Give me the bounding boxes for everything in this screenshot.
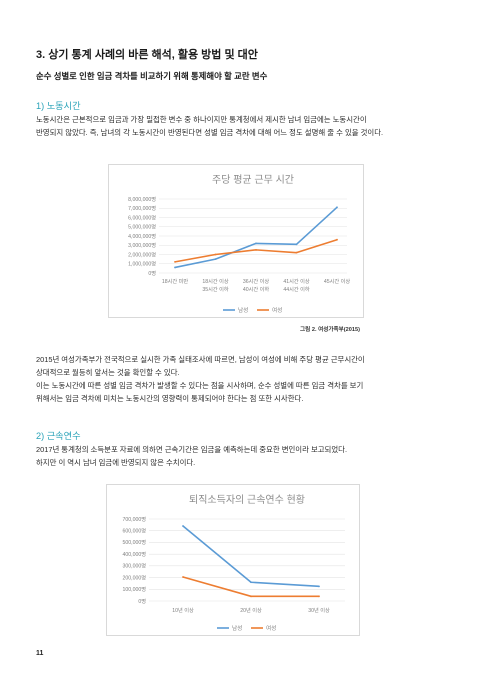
y-tick-label: 300,000명 [122,563,146,570]
y-tick-label: 4,000,000명 [128,233,156,240]
text-line: 2015년 여성가족부가 전국적으로 실시한 가족 실태조사에 따르면, 남성이… [36,355,365,364]
weekly-hours-chart: 주당 평균 근무 시간 0명 1,000,000명 2,000,000명 3,000,0… [108,164,364,318]
data-point [182,576,184,578]
text-line: 이는 노동시간에 따른 성별 임금 격차가 발생할 수 있다는 점을 시사하며,… [36,381,364,390]
section-heading: 3. 상기 통계 사례의 바른 해석, 활용 방법 및 대안 [36,49,258,61]
legend-label: 남성 [238,306,248,314]
x-tick-label: 35시간 이하 [202,285,229,293]
series-line-male [174,206,338,269]
y-tick-label: 5,000,000명 [128,224,156,231]
x-tick-label: 10년 이상 [172,606,194,614]
x-tick-label: 40시간 이하 [243,285,270,293]
data-point [250,595,252,598]
text-line: 상대적으로 월등히 앞서는 것을 확인할 수 있다. [36,368,180,377]
text-line: 반영되지 않았다. 즉, 남녀의 각 노동시간이 반영된다면 성별 임금 격차에… [36,128,384,137]
data-point [295,251,298,254]
text-line: 노동시간은 근본적으로 임금과 가장 밀접한 변수 중 하나이지만 통계청에서 … [36,115,367,124]
chart-title: 퇴직소득자의 근속연수 현황 [189,494,305,506]
section2-paragraph1: 2017년 통계청의 소득분포 자료에 의하면 근속기간은 임금을 예측하는데 … [36,443,446,469]
data-point [182,525,184,527]
section1-paragraph2: 2015년 여성가족부가 전국적으로 실시한 가족 실태조사에 따르면, 남성이… [36,353,446,405]
series-line-female [182,576,319,598]
x-tick-label: 30년 이상 [308,606,330,614]
data-point [250,581,252,584]
section-subheading: 순수 성별로 인한 임금 격차를 비교하기 위해 통제해야 할 교란 변수 [36,71,268,81]
tenure-chart: 퇴직소득자의 근속연수 현황 0명 100,000명 200,000명 300,000명… [106,484,360,636]
data-point [318,595,320,598]
y-tick-label: 1,000,000명 [128,261,156,268]
y-tick-label: 2,000,000명 [128,251,156,258]
data-point [336,206,338,209]
tenure-chart-svg: 퇴직소득자의 근속연수 현황 0명 100,000명 200,000명 300,000명… [122,494,345,632]
y-tick-label: 200,000명 [122,574,146,581]
weekly-hours-chart-svg: 주당 평균 근무 시간 0명 1,000,000명 2,000,000명 3,000,0… [128,174,351,314]
x-tick-label: 18시간 이상 [202,277,229,285]
data-point [214,258,217,261]
data-point [214,253,217,256]
y-tick-label: 700,000명 [122,516,146,523]
y-tick-label: 6,000,000명 [128,214,156,221]
data-point [255,248,257,251]
section2-title: 2) 근속연수 [36,431,81,441]
y-tick-label: 400,000명 [122,551,146,558]
legend-label: 여성 [272,306,282,314]
y-tick-label: 3,000,000명 [128,242,156,249]
y-tick-label: 100,000명 [122,586,146,593]
legend-label: 여성 [266,624,276,632]
figure-caption: 그림 2. 여성가족부(2015) [300,327,360,333]
y-tick-label: 0명 [138,598,146,605]
x-tick-label: 44시간 이하 [283,285,310,293]
section1-title: 1) 노동시간 [36,101,81,111]
x-tick-label: 45시간 이상 [324,277,351,285]
text-line: 위해서는 임금 격차에 미치는 노동시간의 영향력이 통제되어야 한다는 점 또… [36,394,304,403]
data-point [318,585,320,588]
data-point [295,243,298,246]
y-tick-label: 600,000명 [122,528,146,535]
page-number: 11 [36,650,44,657]
text-line: 2017년 통계청의 소득분포 자료에 의하면 근속기간은 임금을 예측하는데 … [36,445,348,454]
chart-title: 주당 평균 근무 시간 [212,174,294,186]
data-point [336,238,338,241]
data-point [255,242,257,245]
x-tick-label: 20년 이상 [240,606,262,614]
legend-label: 남성 [232,624,242,632]
y-tick-label: 7,000,000명 [128,205,156,212]
x-tick-label: 18시간 미만 [162,277,189,285]
y-tick-label: 8,000,000명 [128,196,156,203]
data-point [174,266,176,269]
section1-paragraph1: 노동시간은 근본적으로 임금과 가장 밀접한 변수 중 하나이지만 통계청에서 … [36,113,446,139]
y-tick-label: 0명 [148,270,156,277]
y-tick-label: 500,000명 [122,539,146,546]
x-tick-label: 41시간 이상 [283,277,310,285]
data-point [174,261,176,263]
text-line: 하지만 이 역시 남녀 임금에 반영되지 않은 수치이다. [36,458,196,467]
x-tick-label: 36시간 이상 [243,277,270,285]
